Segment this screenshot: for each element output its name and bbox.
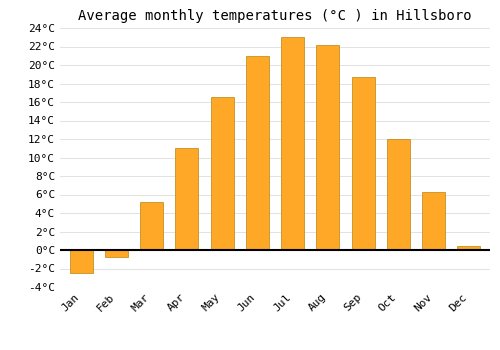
Bar bbox=[281, 37, 304, 250]
Bar bbox=[140, 202, 163, 250]
Bar bbox=[210, 97, 234, 250]
Bar bbox=[458, 246, 480, 250]
Bar bbox=[352, 77, 374, 250]
Bar bbox=[316, 45, 340, 250]
Bar bbox=[387, 139, 410, 250]
Bar bbox=[176, 148, 199, 250]
Title: Average monthly temperatures (°C ) in Hillsboro: Average monthly temperatures (°C ) in Hi… bbox=[78, 9, 472, 23]
Bar bbox=[246, 56, 269, 250]
Bar bbox=[70, 250, 92, 273]
Bar bbox=[422, 192, 445, 250]
Bar bbox=[105, 250, 128, 257]
